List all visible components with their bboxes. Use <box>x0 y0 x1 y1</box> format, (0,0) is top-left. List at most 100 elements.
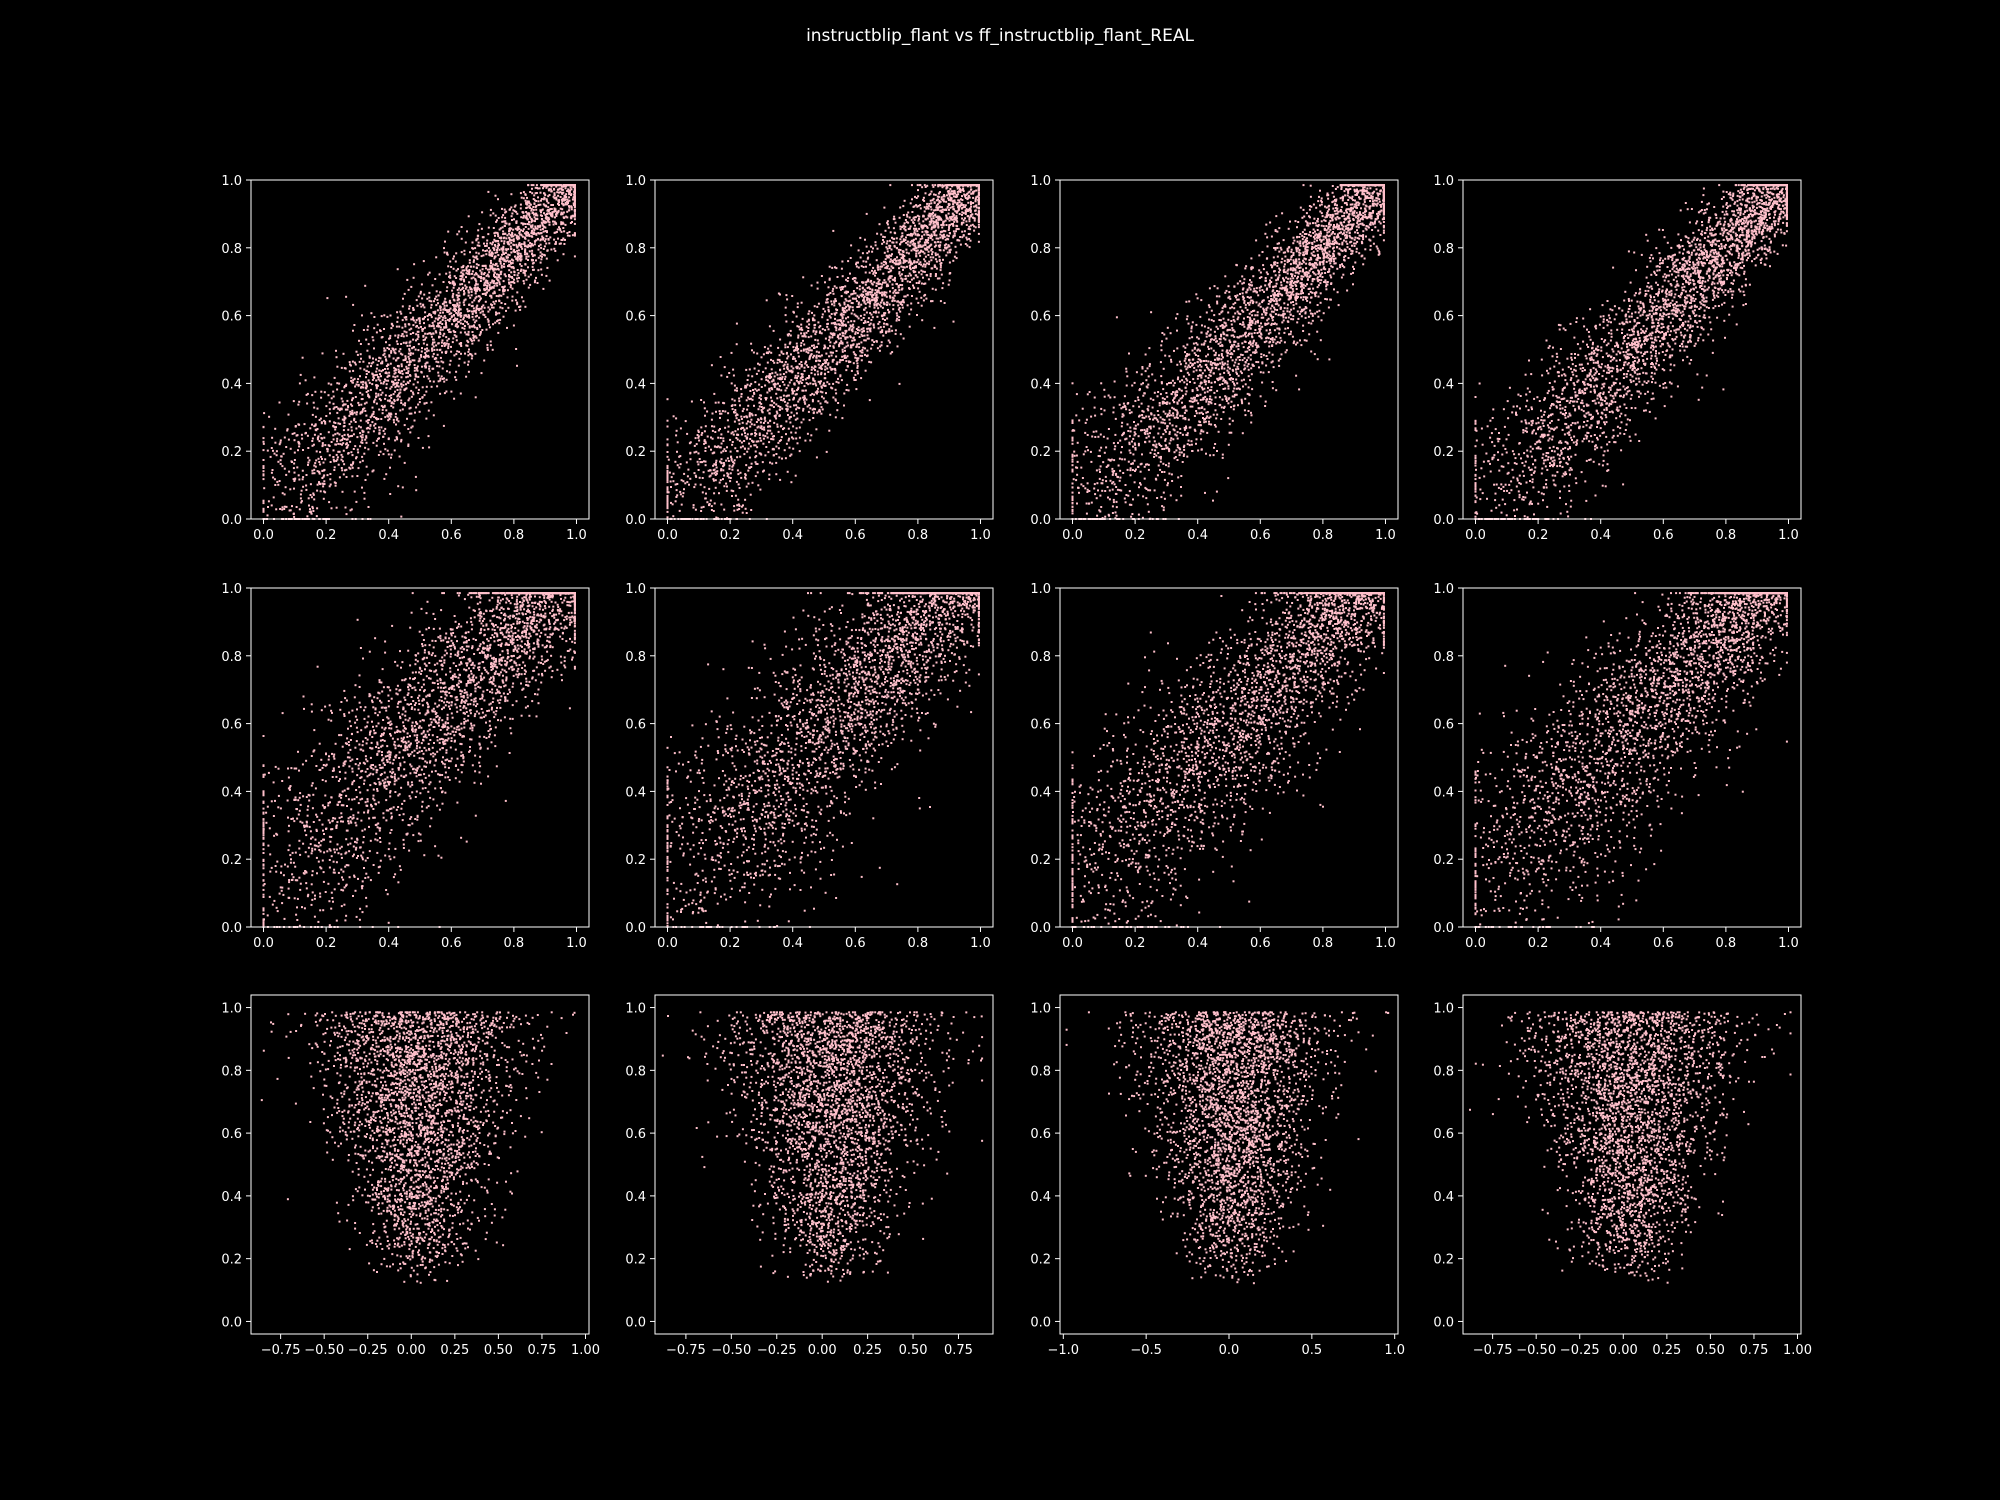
scatter-point <box>360 411 362 413</box>
scatter-point <box>332 425 334 427</box>
scatter-point <box>494 322 496 324</box>
scatter-point <box>471 357 473 359</box>
scatter-point <box>511 259 513 261</box>
scatter-point <box>502 307 504 309</box>
scatter-point <box>486 243 488 245</box>
scatter-point <box>821 332 823 334</box>
scatter-point <box>883 323 885 325</box>
scatter-point <box>433 312 435 314</box>
scatter-point <box>419 358 421 360</box>
scatter-point <box>364 498 366 500</box>
scatter-point <box>570 215 572 217</box>
scatter-point <box>310 511 312 513</box>
scatter-point <box>888 268 890 270</box>
scatter-point <box>534 254 536 256</box>
scatter-point <box>319 419 321 421</box>
scatter-point <box>533 184 535 186</box>
scatter-point <box>744 448 746 450</box>
scatter-point <box>496 295 498 297</box>
scatter-point <box>768 474 770 476</box>
scatter-point <box>366 370 368 372</box>
scatter-point <box>514 274 516 276</box>
scatter-point <box>337 456 339 458</box>
scatter-point <box>293 467 295 469</box>
scatter-point <box>413 309 415 311</box>
scatter-point <box>961 222 963 224</box>
scatter-point <box>501 265 503 267</box>
scatter-point <box>877 269 879 271</box>
scatter-point <box>826 359 828 361</box>
scatter-point <box>518 272 520 274</box>
scatter-point <box>780 374 782 376</box>
scatter-point <box>354 445 356 447</box>
scatter-point <box>836 381 838 383</box>
scatter-point <box>437 325 439 327</box>
scatter-point <box>479 276 481 278</box>
scatter-point <box>433 414 435 416</box>
scatter-point <box>873 311 875 313</box>
scatter-point <box>412 359 414 361</box>
scatter-point <box>701 434 703 436</box>
scatter-point <box>334 407 336 409</box>
scatter-point <box>290 509 292 511</box>
scatter-point <box>342 456 344 458</box>
scatter-point <box>415 376 417 378</box>
scatter-point <box>422 328 424 330</box>
scatter-point <box>786 298 788 300</box>
scatter-point <box>831 322 833 324</box>
scatter-point <box>538 249 540 251</box>
scatter-point <box>940 269 942 271</box>
scatter-point <box>454 300 456 302</box>
scatter-point <box>276 450 278 452</box>
scatter-point <box>409 350 411 352</box>
scatter-point <box>409 305 411 307</box>
scatter-point <box>528 287 530 289</box>
scatter-point <box>855 298 857 300</box>
scatter-point <box>293 400 295 402</box>
scatter-point <box>497 265 499 267</box>
scatter-point <box>354 412 356 414</box>
scatter-point <box>809 347 811 349</box>
scatter-point <box>824 366 826 368</box>
scatter-point <box>396 418 398 420</box>
scatter-point <box>710 469 712 471</box>
scatter-point <box>312 472 314 474</box>
scatter-point <box>471 291 473 293</box>
scatter-point <box>473 310 475 312</box>
scatter-point <box>435 330 437 332</box>
scatter-point <box>441 323 443 325</box>
scatter-point <box>379 373 381 375</box>
scatter-point <box>924 210 926 212</box>
scatter-point <box>387 368 389 370</box>
scatter-point <box>322 442 324 444</box>
scatter-point <box>795 475 797 477</box>
scatter-point <box>496 320 498 322</box>
scatter-point <box>975 205 977 207</box>
scatter-point <box>680 493 682 495</box>
y-tick-label: 0.0 <box>221 513 242 528</box>
scatter-point <box>476 255 478 257</box>
scatter-point <box>368 379 370 381</box>
scatter-point <box>541 274 543 276</box>
scatter-point <box>574 255 576 257</box>
scatter-point <box>930 244 932 246</box>
scatter-point <box>827 371 829 373</box>
scatter-point <box>568 196 570 198</box>
scatter-point <box>498 276 500 278</box>
scatter-point <box>704 430 706 432</box>
scatter-point <box>515 211 517 213</box>
scatter-point <box>466 308 468 310</box>
scatter-point <box>385 358 387 360</box>
scatter-point <box>751 349 753 351</box>
scatter-point <box>425 337 427 339</box>
scatter-point <box>757 471 759 473</box>
scatter-point <box>454 334 456 336</box>
scatter-point <box>704 415 706 417</box>
scatter-point <box>965 220 967 222</box>
scatter-point <box>538 204 540 206</box>
scatter-point <box>812 409 814 411</box>
scatter-point <box>263 443 265 445</box>
scatter-point <box>333 403 335 405</box>
scatter-point <box>405 383 407 385</box>
scatter-point <box>494 272 496 274</box>
